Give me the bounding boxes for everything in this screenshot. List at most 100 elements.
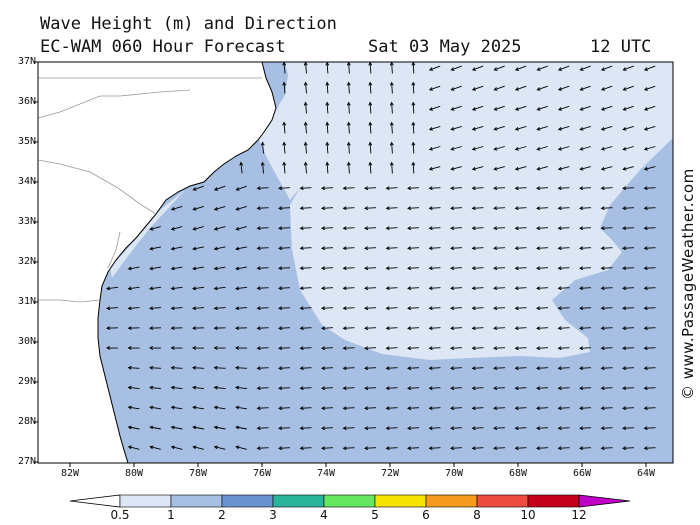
- wave-direction-arrow: [192, 405, 204, 410]
- wave-direction-arrow: [260, 141, 265, 154]
- wave-direction-arrow: [643, 406, 656, 411]
- lat-label-33n: 33N: [17, 216, 36, 227]
- wave-direction-arrow: [579, 65, 591, 71]
- wave-direction-arrow: [557, 446, 570, 451]
- wave-direction-arrow: [622, 125, 634, 131]
- wave-direction-arrow: [536, 446, 549, 451]
- wave-direction-arrow: [213, 425, 226, 430]
- wave-direction-arrow: [514, 446, 527, 451]
- lat-label-32n: 32N: [17, 256, 36, 267]
- wave-direction-arrow: [385, 406, 398, 411]
- wave-direction-arrow: [579, 105, 591, 111]
- wave-direction-arrow: [514, 266, 527, 271]
- wave-direction-arrow: [149, 385, 162, 390]
- wave-direction-arrow: [364, 246, 377, 251]
- wave-direction-arrow: [557, 326, 570, 331]
- wave-direction-arrow: [471, 306, 484, 311]
- wave-direction-arrow: [170, 286, 183, 291]
- wave-direction-arrow: [256, 406, 269, 411]
- wave-direction-arrow: [127, 445, 140, 450]
- wave-direction-arrow: [127, 266, 140, 271]
- lon-label-78w: 78W: [188, 468, 208, 479]
- wave-direction-arrow: [239, 161, 244, 174]
- wave-direction-arrow: [471, 125, 484, 131]
- wave-direction-arrow: [149, 405, 161, 410]
- wave-direction-arrow: [299, 266, 312, 271]
- wave-direction-arrow: [149, 306, 162, 311]
- wave-direction-arrow: [235, 246, 247, 251]
- wave-direction-arrow: [450, 105, 462, 111]
- wave-direction-arrow: [579, 206, 592, 211]
- wave-direction-arrow: [282, 161, 287, 174]
- wave-direction-arrow: [428, 246, 441, 251]
- wave-direction-arrow: [282, 81, 287, 94]
- wave-direction-arrow: [557, 105, 570, 111]
- wave-direction-arrow: [600, 406, 613, 411]
- wave-direction-arrow: [407, 306, 420, 311]
- wave-direction-arrow: [342, 326, 355, 331]
- wave-direction-arrow: [450, 446, 463, 451]
- wave-direction-arrow: [282, 141, 287, 154]
- wave-direction-arrow: [342, 366, 355, 371]
- wave-direction-arrow: [493, 226, 506, 231]
- wave-direction-arrow: [342, 186, 355, 191]
- wave-band-0.5-1m-northeast: [290, 62, 673, 360]
- wave-direction-arrow: [579, 386, 592, 391]
- wave-direction-arrow: [106, 326, 119, 331]
- wave-direction-arrow: [342, 406, 355, 411]
- wave-direction-arrow: [256, 286, 269, 291]
- wave-direction-arrow: [385, 226, 398, 231]
- wave-direction-arrow: [428, 105, 441, 111]
- wave-direction-arrow: [579, 406, 592, 411]
- wave-direction-arrow: [600, 125, 613, 131]
- wave-direction-arrow: [622, 166, 634, 171]
- wave-direction-arrow: [643, 346, 656, 351]
- wave-direction-arrow: [342, 286, 355, 291]
- wave-direction-arrow: [493, 65, 505, 71]
- wave-direction-arrow: [321, 346, 334, 351]
- wave-direction-arrow: [428, 346, 441, 351]
- wave-direction-arrow: [471, 346, 484, 351]
- wave-direction-arrow: [192, 425, 204, 430]
- wave-direction-arrow: [579, 366, 592, 371]
- wave-direction-arrow: [493, 446, 506, 451]
- wave-direction-arrow: [471, 105, 484, 111]
- wave-direction-arrow: [493, 146, 505, 151]
- wave-direction-arrow: [600, 85, 613, 91]
- wave-direction-arrow: [235, 185, 247, 191]
- wave-direction-arrow: [278, 186, 291, 191]
- wave-direction-arrow: [600, 426, 613, 431]
- wave-direction-arrow: [428, 166, 441, 171]
- wave-direction-arrow: [192, 365, 205, 370]
- wave-direction-arrow: [600, 326, 613, 331]
- wave-direction-arrow: [450, 146, 462, 151]
- wave-direction-arrow: [622, 366, 635, 371]
- wave-direction-arrow: [342, 346, 355, 351]
- wave-direction-arrow: [643, 326, 656, 331]
- wave-direction-arrow: [170, 246, 183, 251]
- wave-direction-arrow: [213, 405, 226, 410]
- wave-direction-arrow: [256, 226, 269, 231]
- wave-direction-arrow: [256, 386, 269, 391]
- wave-direction-arrow: [127, 365, 140, 370]
- wave-direction-arrow: [579, 346, 592, 351]
- colorbar-swatch-3: [272, 494, 325, 508]
- wave-direction-arrow: [428, 326, 441, 331]
- colorbar-swatch-8: [527, 494, 580, 508]
- wave-direction-arrow: [364, 306, 377, 311]
- wave-direction-arrow: [450, 286, 463, 291]
- wave-direction-arrow: [557, 146, 570, 151]
- wave-direction-arrow: [299, 326, 312, 331]
- wave-direction-arrow: [342, 446, 355, 451]
- wave-direction-arrow: [299, 246, 312, 251]
- wave-direction-arrow: [256, 326, 269, 331]
- wave-direction-arrow: [471, 366, 484, 371]
- wave-direction-arrow: [342, 306, 355, 311]
- wave-direction-arrow: [192, 246, 204, 251]
- colorbar-swatch-0: [119, 494, 172, 508]
- wave-direction-arrow: [235, 205, 247, 211]
- wave-direction-arrow: [321, 426, 334, 431]
- wave-direction-arrow: [407, 406, 420, 411]
- wave-direction-arrow: [256, 346, 269, 351]
